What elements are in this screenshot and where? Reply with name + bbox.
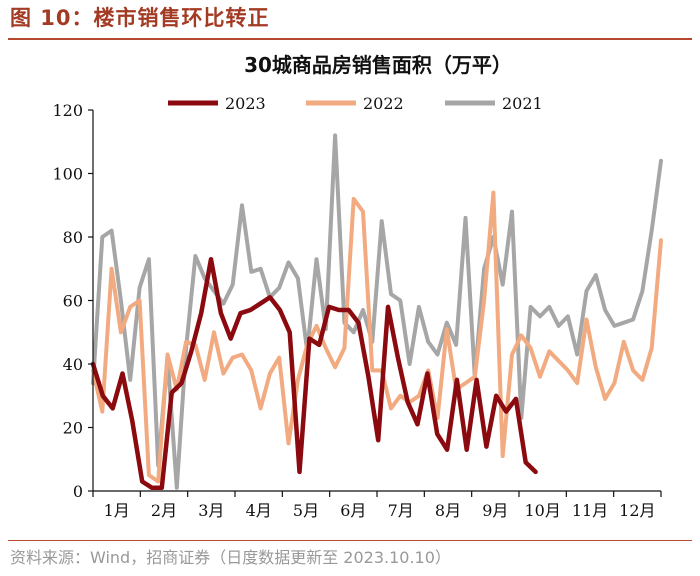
x-tick-label: 4月 (246, 501, 272, 520)
series-line-2022 (91, 190, 663, 484)
legend-label: 2023 (225, 94, 266, 113)
y-tick-label: 100 (52, 165, 83, 184)
x-ticks: 1月 2月 3月 4月 5月 6月 7月 8月 9月 10月 11月 12月 (92, 491, 662, 520)
x-tick-label: 2月 (151, 501, 177, 520)
x-tick-label: 11月 (572, 501, 608, 520)
heading-rule (8, 38, 692, 40)
x-tick-label: 8月 (435, 501, 461, 520)
x-tick-label: 12月 (619, 501, 655, 520)
x-tick-label: 6月 (340, 501, 366, 520)
series-line-2021 (91, 133, 663, 490)
footer-rule (8, 540, 692, 541)
line-chart: 30城商品房销售面积（万平） 2023 2022 2021 0 20 40 60 80 100… (52, 53, 663, 520)
x-tick-label: 9月 (482, 501, 508, 520)
series-line-2023 (90, 256, 538, 491)
y-tick-label: 80 (63, 228, 83, 247)
chart-title: 30城商品房销售面积（万平） (244, 53, 512, 77)
y-tick-label: 60 (63, 292, 83, 311)
series-layer (90, 133, 663, 491)
y-tick-label: 20 (63, 419, 83, 438)
x-tick-label: 7月 (388, 501, 414, 520)
x-tick-label: 3月 (198, 501, 224, 520)
x-tick-label: 1月 (104, 501, 130, 520)
chart-legend: 2023 2022 2021 (168, 94, 543, 113)
figure-heading: 图 10：楼市销售环比转正 (10, 6, 270, 30)
source-note: 资料来源：Wind，招商证券（日度数据更新至 2023.10.10） (10, 548, 451, 567)
x-tick-label: 10月 (524, 501, 560, 520)
legend-label: 2022 (363, 94, 404, 113)
x-tick-label: 5月 (293, 501, 319, 520)
legend-label: 2021 (502, 94, 543, 113)
y-ticks: 0 20 40 60 80 100 120 (52, 101, 93, 501)
y-tick-label: 120 (52, 101, 83, 120)
y-tick-label: 0 (73, 482, 83, 501)
y-tick-label: 40 (63, 355, 83, 374)
